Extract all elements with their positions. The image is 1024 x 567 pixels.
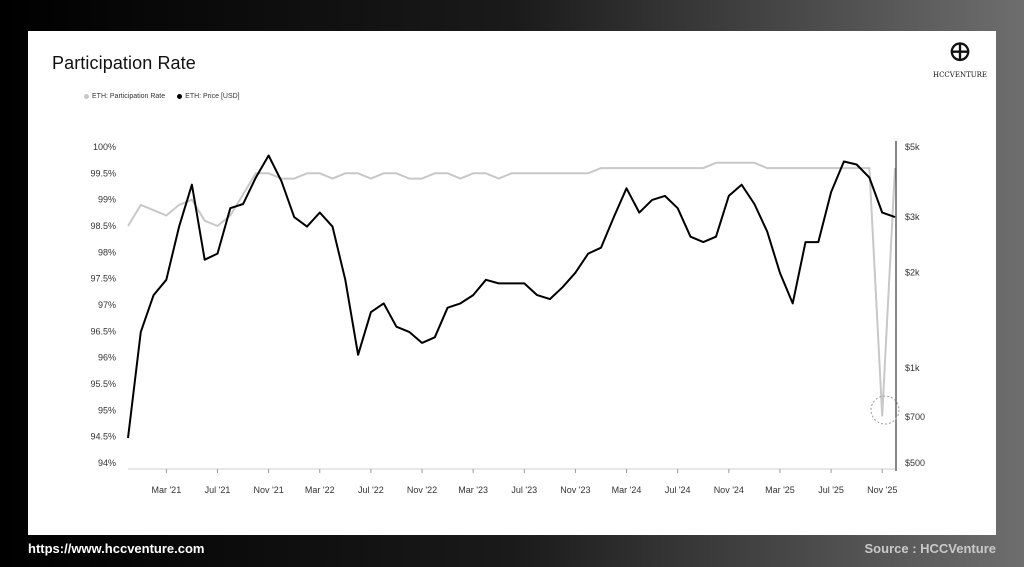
left-axis-ticks: 100% 99.5% 99% 98.5% 98% 97.5% 97% 96.5% 96% 95.5… <box>90 142 116 468</box>
price-layer <box>127 154 896 439</box>
series-line-price <box>127 154 896 439</box>
right-tick-label: $3k <box>905 212 920 222</box>
series-line-rate <box>127 161 896 417</box>
left-tick-label: 97.5% <box>90 274 116 284</box>
left-tick-label: 98.5% <box>90 221 116 231</box>
highlight-circle <box>870 395 900 425</box>
legend-label-price: ETH: Price [USD] <box>185 93 240 100</box>
x-tick-label: Mar '22 <box>305 485 335 495</box>
x-tick-label: Nov '24 <box>714 485 744 495</box>
x-tick-label: Nov '25 <box>867 485 897 495</box>
right-tick-label: $700 <box>905 412 925 422</box>
legend-item-rate: ETH: Participation Rate <box>84 93 165 100</box>
x-tick-label: Nov '23 <box>560 485 590 495</box>
right-tick-label: $500 <box>905 458 925 468</box>
legend-dot-price-icon <box>177 94 183 99</box>
x-tick-label: Nov '21 <box>253 485 283 495</box>
x-tick-label: Mar '23 <box>458 485 488 495</box>
left-tick-label: 99% <box>98 195 116 205</box>
x-tick-label: Mar '25 <box>765 485 795 495</box>
left-tick-label: 94% <box>98 458 116 468</box>
chart-axes <box>128 141 897 471</box>
x-tick-label: Nov '22 <box>407 485 437 495</box>
x-tick-label: Mar '21 <box>151 485 181 495</box>
x-tick-label: Jul '21 <box>205 485 231 495</box>
left-tick-label: 99.5% <box>90 168 116 178</box>
chart-legend: ETH: Participation Rate ETH: Price [USD] <box>84 93 240 100</box>
chart-svg: 100% 99.5% 99% 98.5% 98% 97.5% 97% 96.5% 96% 95.5… <box>90 141 925 495</box>
right-tick-label: $5k <box>905 142 920 152</box>
x-tick-label: Jul '23 <box>511 485 537 495</box>
page-title: Participation Rate <box>52 53 196 73</box>
left-tick-label: 98% <box>98 247 116 257</box>
footer-source: Source : HCCVenture <box>864 541 996 556</box>
x-tick-label: Mar '24 <box>612 485 642 495</box>
left-tick-label: 95.5% <box>90 379 116 389</box>
x-axis-ticks: Mar '21 Jul '21 Nov '21 Mar '22 Jul '22 Nov '… <box>151 469 897 495</box>
left-tick-label: 94.5% <box>90 432 116 442</box>
chart-card: Participation Rate ⊕ HCCVENTURE ETH: Par… <box>28 31 996 535</box>
brand-logo: ⊕ HCCVENTURE <box>932 37 988 87</box>
left-tick-label: 97% <box>98 300 116 310</box>
footer-url[interactable]: https://www.hccventure.com <box>28 541 205 556</box>
left-tick-label: 96% <box>98 353 116 363</box>
right-tick-label: $2k <box>905 268 920 278</box>
x-tick-label: Jul '24 <box>665 485 691 495</box>
left-tick-label: 96.5% <box>90 326 116 336</box>
x-tick-label: Jul '25 <box>818 485 844 495</box>
logo-mark-icon: ⊕ <box>947 34 973 69</box>
x-tick-label: Jul '22 <box>358 485 384 495</box>
legend-label-rate: ETH: Participation Rate <box>92 93 166 100</box>
legend-item-price: ETH: Price [USD] <box>177 93 240 100</box>
right-tick-label: $1k <box>905 363 920 373</box>
logo-text: HCCVENTURE <box>932 71 988 79</box>
left-tick-label: 100% <box>93 142 116 152</box>
right-axis-ticks: $5k $3k $2k $1k $700 $500 <box>905 142 925 468</box>
left-tick-label: 95% <box>98 405 116 415</box>
rate-layer <box>127 161 896 417</box>
legend-dot-rate-icon <box>84 94 89 99</box>
